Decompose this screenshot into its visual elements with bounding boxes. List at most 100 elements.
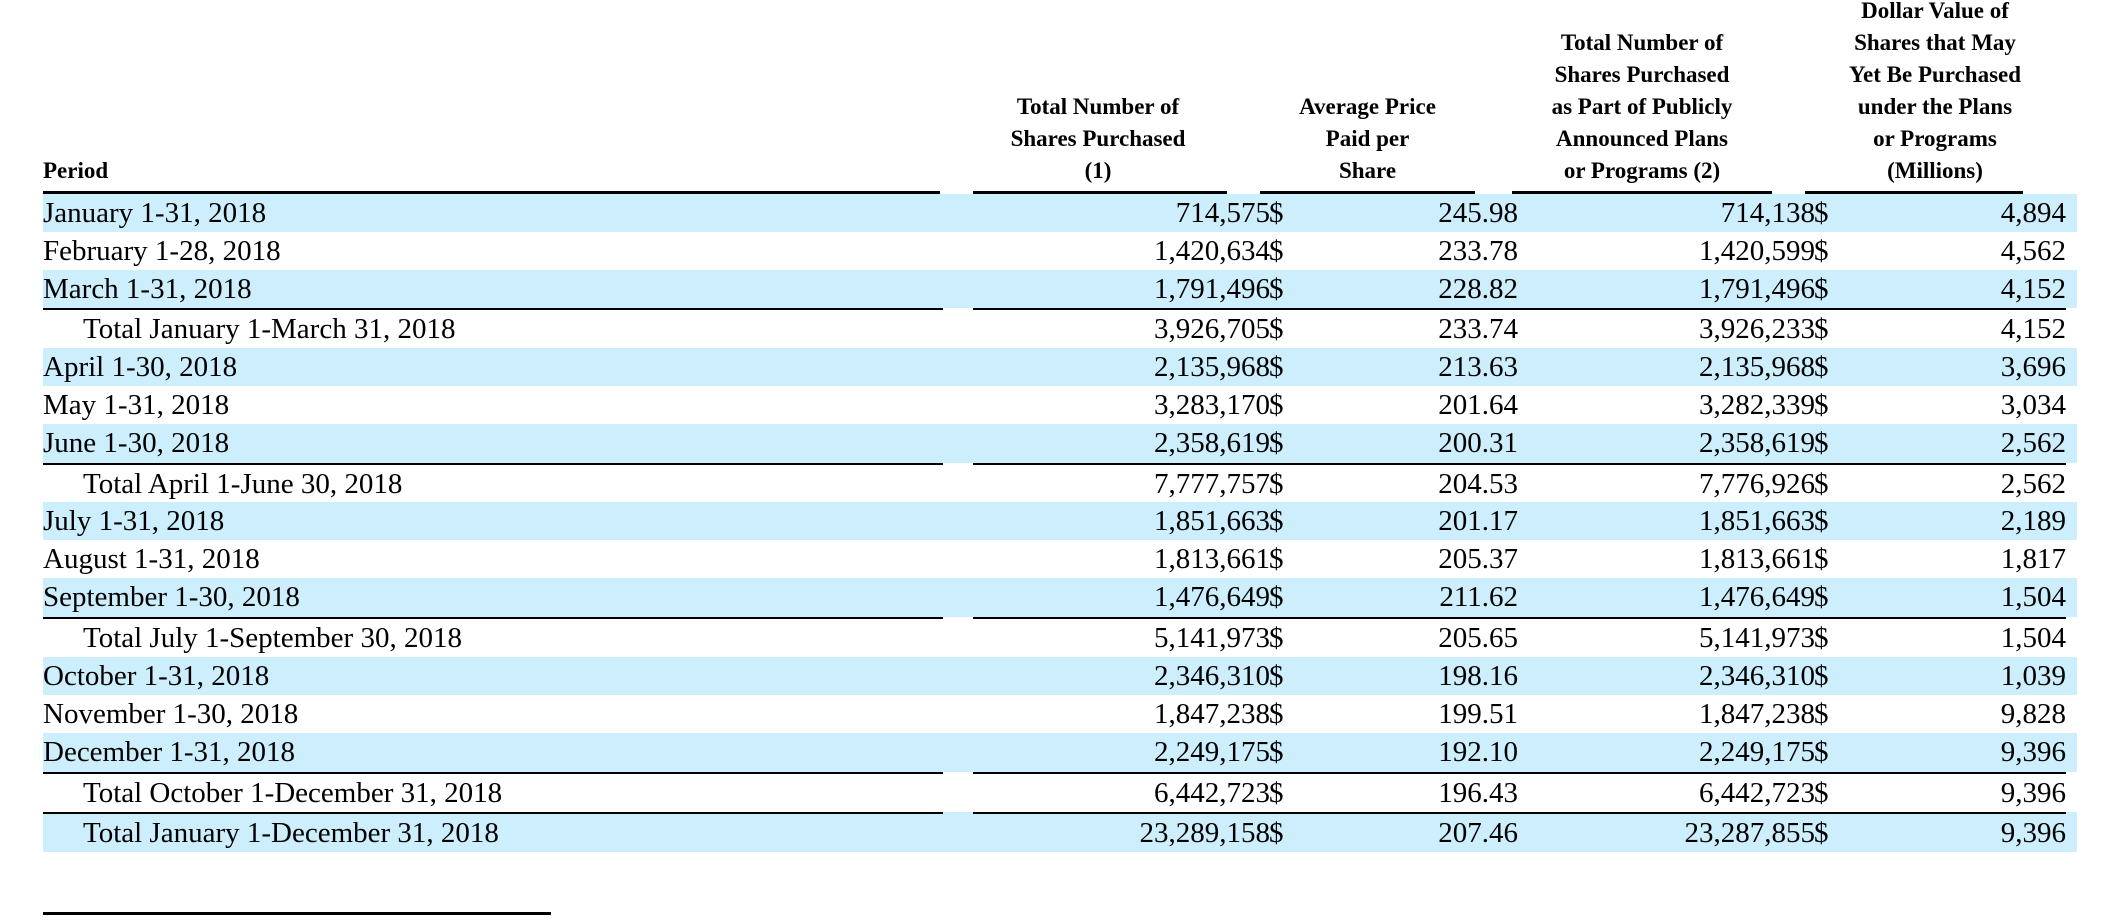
currency-sign: $ xyxy=(1806,812,1848,852)
avg-price-cell: 233.78 xyxy=(1438,235,1518,267)
plan-shares-cell: 5,141,973 xyxy=(1513,617,1815,657)
currency-sign: $ xyxy=(1269,736,1284,768)
period-cell: February 1-28, 2018 xyxy=(43,235,281,267)
footnote-divider xyxy=(43,912,551,915)
total-shares-cell: 2,358,619 xyxy=(1154,427,1270,459)
table-row: August 1-31, 2018 1,813,661 $205.37 1,813,6… xyxy=(43,540,2077,578)
currency-sign: $ xyxy=(1806,463,1848,502)
total-shares-cell: 1,791,496 xyxy=(1154,273,1270,305)
avg-price-cell: 200.31 xyxy=(1438,427,1518,459)
header-rule-dollar-value xyxy=(1805,191,2023,194)
period-cell: March 1-31, 2018 xyxy=(43,273,252,305)
table-row: January 1-31, 2018 714,575 $245.98 714,138 $… xyxy=(43,194,2077,232)
plan-shares-cell: 7,776,926 xyxy=(1513,463,1815,502)
plan-shares-cell: 1,420,599 xyxy=(1699,235,1815,267)
avg-price-cell: 199.51 xyxy=(1438,698,1518,730)
dollar-value-cell: 9,396 xyxy=(1848,812,2066,852)
dollar-value-cell: 4,562 xyxy=(2000,235,2066,267)
dollar-value-cell: 9,396 xyxy=(1848,772,2066,812)
total-shares-cell: 1,813,661 xyxy=(1154,543,1270,575)
avg-price-cell: 196.43 xyxy=(1303,772,1518,812)
currency-sign: $ xyxy=(1269,389,1284,421)
header-rule-plan-shares xyxy=(1512,191,1772,194)
table-total-row: Total January 1-March 31, 2018 3,926,705 $… xyxy=(43,308,2077,348)
currency-sign: $ xyxy=(1269,698,1284,730)
period-cell: August 1-31, 2018 xyxy=(43,543,260,575)
total-shares-cell: 1,847,238 xyxy=(1154,698,1270,730)
total-shares-cell: 2,249,175 xyxy=(1154,736,1270,768)
plan-shares-cell: 2,358,619 xyxy=(1699,427,1815,459)
plan-shares-cell: 1,476,649 xyxy=(1699,581,1815,613)
plan-shares-cell: 3,926,233 xyxy=(1513,308,1815,348)
table-total-row: Total April 1-June 30, 2018 7,777,757 $204… xyxy=(43,463,2077,502)
currency-sign: $ xyxy=(1814,505,1829,537)
avg-price-cell: 245.98 xyxy=(1438,197,1518,229)
table-row: October 1-31, 2018 2,346,310 $198.16 2,346,… xyxy=(43,657,2077,695)
avg-price-cell: 201.17 xyxy=(1438,505,1518,537)
plan-shares-cell: 2,249,175 xyxy=(1699,736,1815,768)
dollar-value-cell: 3,034 xyxy=(2000,389,2066,421)
period-cell: May 1-31, 2018 xyxy=(43,389,230,421)
dollar-value-cell: 9,396 xyxy=(2000,736,2066,768)
currency-sign: $ xyxy=(1814,660,1829,692)
period-cell: Total October 1-December 31, 2018 xyxy=(43,772,943,812)
table-row: July 1-31, 2018 1,851,663 $201.17 1,851,663… xyxy=(43,502,2077,540)
avg-price-cell: 192.10 xyxy=(1438,736,1518,768)
total-shares-cell: 3,283,170 xyxy=(1154,389,1270,421)
period-cell: Total January 1-March 31, 2018 xyxy=(43,308,943,348)
plan-shares-cell: 714,138 xyxy=(1720,197,1815,229)
total-shares-cell: 1,851,663 xyxy=(1154,505,1270,537)
currency-sign: $ xyxy=(1261,772,1303,812)
avg-price-cell: 207.46 xyxy=(1303,812,1518,852)
header-plan-shares: Total Number of Shares Purchased as Part… xyxy=(1551,30,1733,183)
currency-sign: $ xyxy=(1269,505,1284,537)
dollar-value-cell: 2,562 xyxy=(1848,463,2066,502)
avg-price-cell: 211.62 xyxy=(1439,581,1518,613)
period-cell: Total January 1-December 31, 2018 xyxy=(43,812,943,852)
plan-shares-cell: 23,287,855 xyxy=(1513,812,1815,852)
currency-sign: $ xyxy=(1814,351,1829,383)
header-period: Period xyxy=(43,158,109,183)
currency-sign: $ xyxy=(1814,736,1829,768)
avg-price-cell: 204.53 xyxy=(1303,463,1518,502)
currency-sign: $ xyxy=(1806,617,1848,657)
total-shares-cell: 1,476,649 xyxy=(1154,581,1270,613)
dollar-value-cell: 4,894 xyxy=(2000,197,2066,229)
currency-sign: $ xyxy=(1269,273,1284,305)
total-shares-cell: 6,442,723 xyxy=(973,772,1270,812)
total-shares-cell: 23,289,158 xyxy=(973,812,1270,852)
dollar-value-cell: 9,828 xyxy=(2000,698,2066,730)
table-row: May 1-31, 2018 3,283,170 $201.64 3,282,339 $… xyxy=(43,386,2077,424)
table-row: November 1-30, 2018 1,847,238 $199.51 1,847… xyxy=(43,695,2077,733)
currency-sign: $ xyxy=(1814,543,1829,575)
plan-shares-cell: 1,813,661 xyxy=(1699,543,1815,575)
period-cell: June 1-30, 2018 xyxy=(43,427,230,459)
period-cell: September 1-30, 2018 xyxy=(43,581,300,613)
plan-shares-cell: 1,847,238 xyxy=(1699,698,1815,730)
total-shares-cell: 7,777,757 xyxy=(973,463,1270,502)
currency-sign: $ xyxy=(1261,308,1303,348)
total-shares-cell: 2,346,310 xyxy=(1154,660,1270,692)
currency-sign: $ xyxy=(1814,273,1829,305)
table-row: September 1-30, 2018 1,476,649 $211.62 1,47… xyxy=(43,578,2077,617)
avg-price-cell: 233.74 xyxy=(1303,308,1518,348)
currency-sign: $ xyxy=(1261,812,1303,852)
dollar-value-cell: 1,039 xyxy=(2000,660,2066,692)
plan-shares-cell: 2,135,968 xyxy=(1699,351,1815,383)
avg-price-cell: 228.82 xyxy=(1438,273,1518,305)
currency-sign: $ xyxy=(1269,235,1284,267)
table-total-row: Total January 1-December 31, 2018 23,289,… xyxy=(43,812,2077,852)
currency-sign: $ xyxy=(1814,581,1829,613)
currency-sign: $ xyxy=(1806,772,1848,812)
avg-price-cell: 205.37 xyxy=(1438,543,1518,575)
dollar-value-cell: 2,189 xyxy=(2000,505,2066,537)
currency-sign: $ xyxy=(1814,427,1829,459)
table-row: April 1-30, 2018 2,135,968 $213.63 2,135,96… xyxy=(43,348,2077,386)
header-avg-price: Average Price Paid per Share xyxy=(1299,94,1436,183)
dollar-value-cell: 4,152 xyxy=(2000,273,2066,305)
header-rule-avg-price xyxy=(1260,191,1475,194)
dollar-value-cell: 2,562 xyxy=(2000,427,2066,459)
period-cell: July 1-31, 2018 xyxy=(43,505,225,537)
plan-shares-cell: 2,346,310 xyxy=(1699,660,1815,692)
period-cell: December 1-31, 2018 xyxy=(43,736,296,768)
